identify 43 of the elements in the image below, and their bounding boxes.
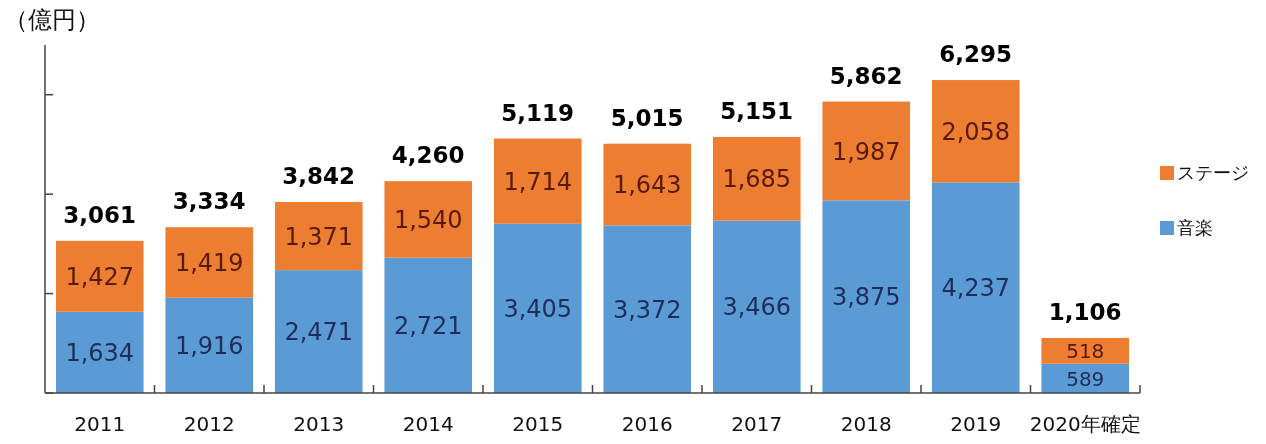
total-label: 5,151 — [720, 97, 794, 124]
data-label: 1,419 — [174, 249, 244, 278]
x-tick-label: 2019 — [950, 412, 1002, 436]
data-label: 4,237 — [941, 274, 1011, 303]
data-label: 518 — [1066, 339, 1105, 364]
data-label: 3,875 — [831, 283, 901, 312]
x-tick-label: 2016 — [621, 412, 673, 436]
data-label: 2,721 — [393, 312, 463, 340]
total-label: 3,061 — [63, 201, 137, 228]
data-label: 1,427 — [65, 262, 135, 291]
x-tick-label: 2012 — [183, 412, 235, 436]
data-label: 2,471 — [284, 318, 354, 347]
data-label: 589 — [1066, 366, 1105, 391]
data-label: 1,643 — [612, 171, 682, 200]
x-tick-label: 2015 — [512, 412, 564, 436]
x-tick-label: 2014 — [402, 412, 454, 436]
total-label: 5,862 — [829, 62, 903, 89]
data-label: 3,405 — [503, 295, 573, 323]
data-label: 1,916 — [174, 332, 244, 361]
x-tick-label: 2017 — [731, 412, 783, 436]
total-label: 4,260 — [391, 142, 465, 169]
data-label: 1,685 — [722, 165, 792, 194]
total-label: 1,106 — [1048, 298, 1122, 325]
legend-label: ステージ — [1177, 162, 1249, 183]
legend-label: 音楽 — [1177, 217, 1213, 238]
total-label: 6,295 — [939, 41, 1013, 68]
total-label: 5,015 — [610, 104, 684, 131]
total-label: 3,334 — [172, 188, 246, 215]
data-label: 3,466 — [722, 293, 792, 322]
data-label: 1,634 — [65, 339, 135, 368]
data-label: 1,714 — [503, 167, 573, 196]
data-label: 3,372 — [612, 295, 682, 324]
total-label: 3,842 — [282, 163, 356, 189]
x-tick-label: 2020年確定 — [1029, 412, 1141, 436]
x-tick-label: 2011 — [74, 412, 126, 436]
x-tick-label: 2018 — [840, 412, 892, 436]
data-label: 1,987 — [831, 137, 901, 166]
data-label: 2,058 — [941, 117, 1011, 146]
total-label: 5,119 — [501, 99, 575, 126]
y-axis-title: （億円） — [4, 6, 100, 34]
x-tick-label: 2013 — [293, 412, 345, 436]
data-label: 1,540 — [393, 206, 463, 235]
data-label: 1,371 — [284, 222, 354, 251]
